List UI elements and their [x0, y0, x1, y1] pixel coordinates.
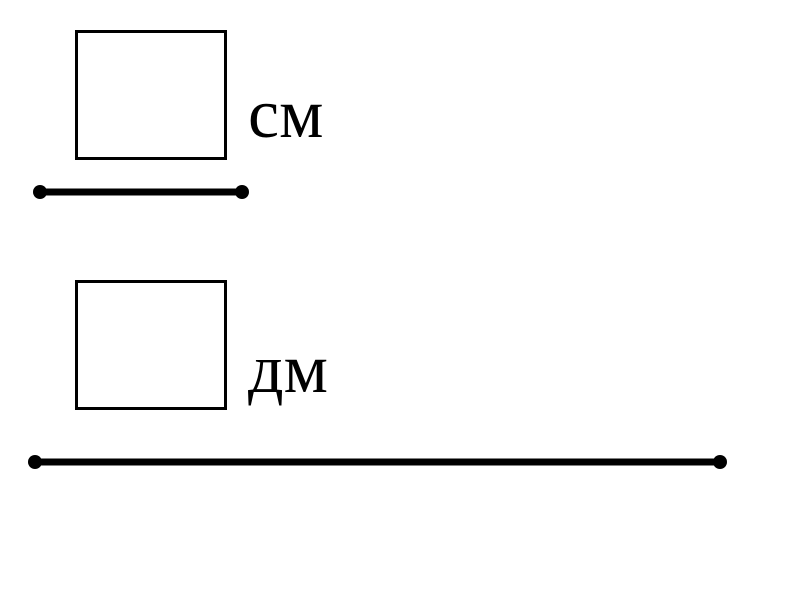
segment-long-endpoint-right — [713, 455, 727, 469]
segment-long — [0, 0, 800, 600]
segment-long-endpoint-left — [28, 455, 42, 469]
measurement-diagram: см дм — [0, 0, 800, 600]
